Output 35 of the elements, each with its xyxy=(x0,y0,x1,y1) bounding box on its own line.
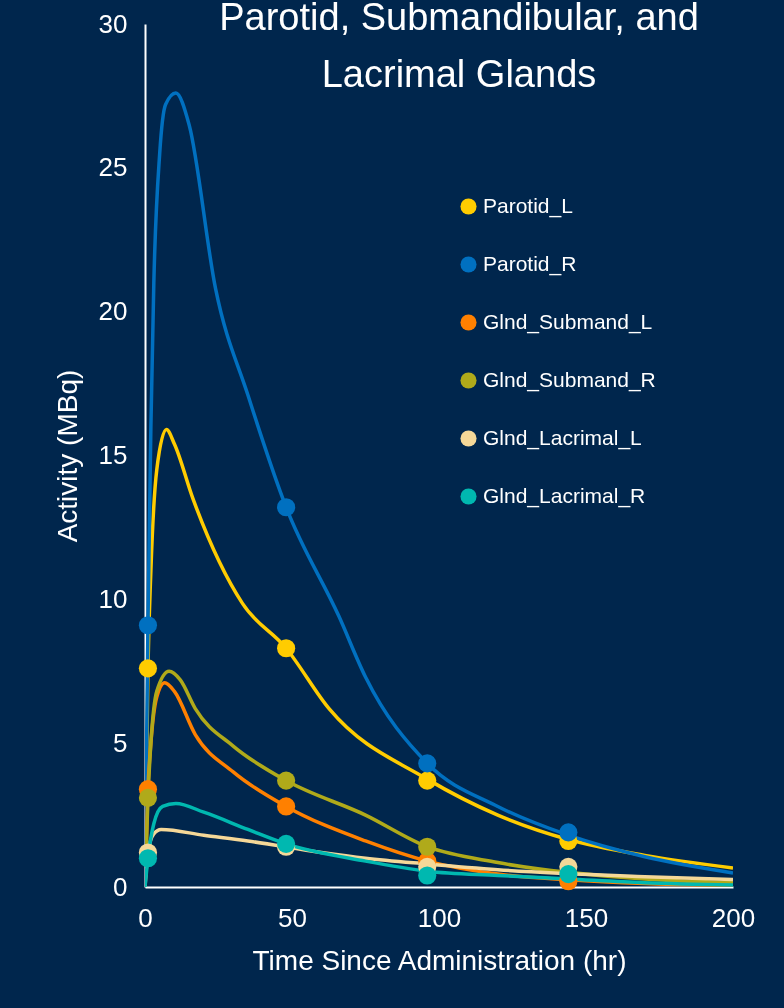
y-tick-label: 25 xyxy=(98,152,128,183)
point xyxy=(418,771,437,790)
point xyxy=(138,616,158,635)
y-tick-label: 5 xyxy=(113,727,128,758)
y-axis-title: Activity (MBq) xyxy=(51,369,83,543)
chart-title: Parotid, Submandibular, and Lacrimal Glands xyxy=(219,0,699,95)
point xyxy=(277,771,296,790)
x-tick-label: 200 xyxy=(711,902,756,933)
y-tick-label: 15 xyxy=(98,440,128,470)
point xyxy=(418,837,437,856)
legend-label: Parotid_R xyxy=(483,251,577,276)
point xyxy=(277,498,296,517)
point xyxy=(138,659,158,678)
x-tick-label: 0 xyxy=(138,902,153,933)
point xyxy=(138,788,158,807)
y-tick-label: 20 xyxy=(98,296,128,327)
legend-label: Glnd_Lacrimal_R xyxy=(483,483,646,508)
y-tick-label: 0 xyxy=(113,871,128,902)
y-tick-label: 10 xyxy=(98,583,128,614)
point xyxy=(559,864,578,884)
point xyxy=(277,797,296,816)
point xyxy=(418,866,437,885)
x-tick-label: 50 xyxy=(278,902,307,933)
x-tick-label: 150 xyxy=(564,902,609,933)
point xyxy=(418,754,437,773)
legend-label: Parotid_L xyxy=(483,193,573,218)
legend-label: Glnd_Submand_R xyxy=(483,367,656,392)
point xyxy=(559,823,578,842)
point xyxy=(277,639,296,658)
y-tick-label: 30 xyxy=(98,8,128,39)
point xyxy=(138,849,158,868)
x-axis-title: Time Since Administration (hr) xyxy=(252,944,627,976)
legend-label: Glnd_Submand_L xyxy=(483,309,653,334)
legend-label: Glnd_Lacrimal_L xyxy=(483,425,642,450)
x-tick-label: 100 xyxy=(417,902,462,933)
